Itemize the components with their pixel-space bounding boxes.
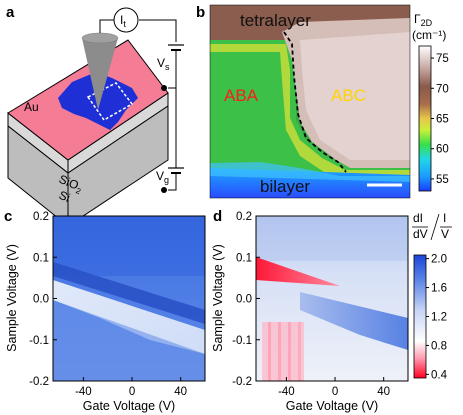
- panel-d-label: d: [213, 208, 222, 225]
- colorbar-b-ticks: 75 70 65 60 55: [431, 53, 449, 186]
- ylabel-d: Sample Voltage (V): [211, 244, 225, 352]
- panel-a-label: a: [6, 4, 15, 21]
- scan-area: [86, 82, 134, 121]
- cb-tick-label-b: 65: [436, 114, 449, 126]
- svg-text:V: V: [441, 227, 449, 241]
- ytick-label-d: -0.2: [232, 376, 252, 388]
- cb-tick-label-b: 60: [436, 144, 449, 156]
- region-bilayer: bilayer: [260, 177, 310, 196]
- cb-tick-label-d: 1.2: [431, 312, 447, 324]
- ytick-label-d: -0.1: [232, 335, 252, 347]
- region-abc: ABC: [331, 86, 366, 105]
- red-wedge: [256, 257, 340, 286]
- colorbar-d: [413, 254, 427, 379]
- xlabel-c: Gate Voltage (V): [83, 399, 175, 413]
- ammeter: [113, 7, 139, 33]
- colorbar-b: [418, 45, 432, 192]
- ytick-label-d: 0.0: [236, 294, 252, 306]
- au-label: Au: [24, 100, 39, 114]
- xtick-label-c: 0: [129, 386, 135, 398]
- colorbar-b-title: Γ2D: [414, 12, 433, 28]
- cb-tick-label-b: 70: [436, 83, 449, 95]
- vg-label: Vg: [156, 169, 169, 185]
- ytick-label-c: 0.1: [33, 252, 49, 264]
- ytick-label-c: 0.0: [33, 294, 49, 306]
- xtick-label-c: -40: [75, 386, 92, 398]
- dark-band: [53, 262, 205, 324]
- region-tetralayer: tetralayer: [240, 11, 311, 30]
- colorbar-d-ticks: 2.0 1.6 1.2 0.8 0.4: [426, 254, 448, 381]
- stm-tip: [82, 38, 118, 110]
- panel-b: b tetralayer ABA ABC bilayer Γ2D (cm⁻¹: [196, 4, 449, 199]
- si-label: Si: [57, 188, 72, 205]
- ylabel-c: Sample Voltage (V): [5, 244, 19, 352]
- bright-band: [53, 280, 205, 354]
- axes-d: -40 0 40 0.2 0.1 0.0 -0.1 -0.2: [232, 211, 390, 398]
- vs-label: Vs: [157, 56, 170, 72]
- region-aba: ABA: [224, 86, 259, 105]
- svg-text:dV: dV: [413, 227, 428, 241]
- cb-tick-label-b: 75: [436, 53, 449, 65]
- ytick-label-c: 0.2: [33, 211, 49, 223]
- xlabel-d: Gate Voltage (V): [286, 399, 378, 413]
- colorbar-d-title: dI dV I V: [412, 211, 452, 241]
- colorbar-b-unit: (cm⁻¹): [412, 28, 446, 42]
- cb-tick-label-b: 55: [436, 174, 449, 186]
- current-label: It: [120, 13, 126, 29]
- heatmap-d: [256, 216, 408, 381]
- ytick-label-c: -0.1: [29, 335, 49, 347]
- heatmap-c: [53, 216, 205, 381]
- ytick-label-d: 0.1: [236, 252, 252, 264]
- cb-tick-label-d: 0.8: [431, 340, 447, 352]
- svg-text:dI: dI: [413, 211, 423, 225]
- panel-b-label: b: [196, 4, 205, 21]
- blue-band: [300, 292, 408, 350]
- raman-map: [210, 5, 410, 198]
- svg-text:I: I: [443, 211, 446, 225]
- ytick-label-d: 0.2: [236, 211, 252, 223]
- panel-a: a It Vs Vg Au SiO2 Si: [6, 4, 184, 227]
- panel-d: d -40 0 40 0.2 0.1 0.0 -0.1 -0.2 Gate Voltage (…: [211, 208, 452, 413]
- panel-c: c -40 0 40 0.2 0.1 0.0 -0.1 -0.2 Gate Voltage (…: [4, 208, 206, 413]
- ytick-label-c: -0.2: [29, 376, 49, 388]
- cb-tick-label-d: 2.0: [431, 254, 447, 266]
- xtick-label-c: 40: [174, 386, 187, 398]
- xtick-label-d: 40: [377, 386, 390, 398]
- xtick-label-d: -40: [278, 386, 295, 398]
- xtick-label-d: 0: [332, 386, 338, 398]
- axes-c: -40 0 40 0.2 0.1 0.0 -0.1 -0.2: [29, 211, 187, 398]
- cb-tick-label-d: 1.6: [431, 283, 447, 295]
- panel-c-label: c: [4, 208, 12, 225]
- cb-tick-label-d: 0.4: [431, 369, 448, 381]
